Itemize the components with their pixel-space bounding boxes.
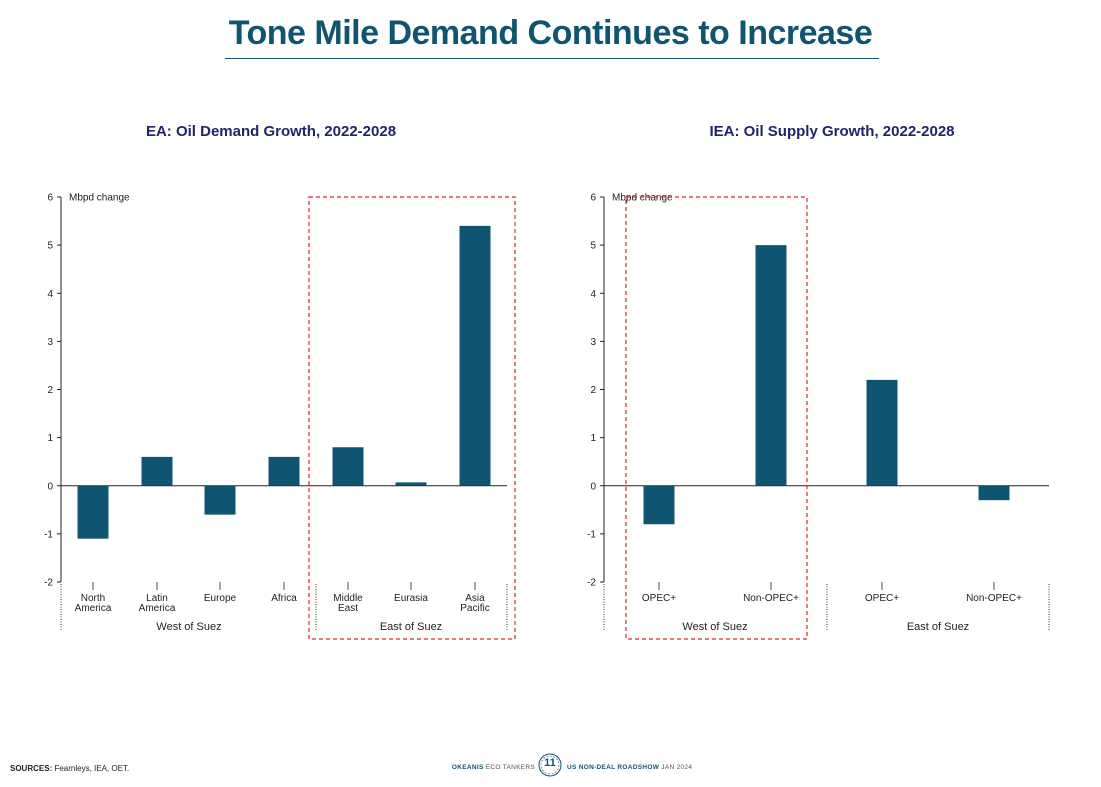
page-title: Tone Mile Demand Continues to Increase: [228, 14, 873, 52]
demand-y-tick-label: 2: [47, 385, 53, 396]
demand-y-tick-label: 3: [47, 337, 53, 348]
footer-company: OKEANIS ECO TANKERS: [452, 764, 535, 771]
title-underline: [225, 58, 879, 59]
demand-y-tick-label: 6: [47, 193, 53, 204]
supply-category-label: Non-OPEC+: [743, 593, 799, 604]
supply-category-label: OPEC+: [865, 593, 899, 604]
footer-center: OKEANIS ECO TANKERS 11 US NON-DEAL ROADS…: [0, 752, 1101, 780]
supply-y-tick-label: -2: [587, 578, 596, 589]
supply-bar: [866, 379, 898, 486]
demand-category-label: Asia Pacific: [460, 593, 489, 614]
demand-chart-title: EA: Oil Demand Growth, 2022-2028: [146, 123, 396, 140]
supply-highlight-box: [625, 196, 808, 640]
event-brand: US NON-DEAL ROADSHOW: [567, 764, 660, 771]
company-brand: OKEANIS: [451, 764, 484, 771]
demand-highlight-box: [308, 196, 516, 640]
supply-bar: [978, 485, 1010, 501]
demand-bar: [141, 456, 173, 486]
page-badge-icon: [538, 753, 562, 777]
supply-group-label: East of Suez: [907, 621, 969, 633]
demand-group-label: West of Suez: [156, 621, 221, 633]
supply-y-tick-label: 1: [590, 433, 596, 444]
footer-sources: SOURCES: Fearnleys, IEA, OET.: [10, 764, 129, 773]
demand-chart: EA: Oil Demand Growth, 2022-2028 -2 -1 0 1 2 3…: [44, 123, 516, 640]
supply-group-label: West of Suez: [682, 621, 747, 633]
supply-chart-title: IEA: Oil Supply Growth, 2022-2028: [709, 123, 954, 140]
supply-y-tick-label: 5: [590, 241, 596, 252]
supply-y-tick-label: 2: [590, 385, 596, 396]
supply-y-tick-label: 4: [590, 289, 596, 300]
demand-category-label: Eurasia: [394, 593, 428, 604]
demand-bar: [204, 485, 236, 515]
supply-category-label: Non-OPEC+: [966, 593, 1022, 604]
supply-y-tick-label: 3: [590, 337, 596, 348]
demand-y-tick-label: -1: [44, 529, 53, 540]
demand-bar: [459, 225, 491, 486]
demand-category-label: North America: [75, 593, 112, 614]
demand-y-tick-label: 1: [47, 433, 53, 444]
demand-y-axis-label: Mbpd change: [69, 193, 130, 204]
demand-y-tick-label: 4: [47, 289, 53, 300]
demand-category-label: Middle East: [333, 593, 363, 614]
demand-category-label: Europe: [204, 593, 237, 604]
demand-y-tick-label: 5: [47, 241, 53, 252]
demand-category-label: Latin America: [139, 593, 176, 614]
demand-y-tick-label: -2: [44, 578, 53, 589]
demand-bar: [332, 447, 364, 486]
supply-bar: [643, 485, 675, 525]
supply-category-label: OPEC+: [642, 593, 676, 604]
footer-event: US NON-DEAL ROADSHOW JAN 2024: [567, 764, 692, 771]
demand-group-label: East of Suez: [380, 621, 442, 633]
demand-bar: [77, 485, 109, 539]
demand-bar: [268, 456, 300, 486]
demand-bar: [395, 482, 427, 486]
demand-y-tick-label: 0: [47, 481, 53, 492]
supply-y-tick-label: 6: [590, 193, 596, 204]
demand-category-label: Africa: [271, 593, 297, 604]
page-number: 11: [544, 757, 556, 769]
sources-label: SOURCES:: [10, 764, 53, 773]
supply-chart: IEA: Oil Supply Growth, 2022-2028 -2 -1 0 1 2…: [587, 123, 1050, 640]
supply-bar: [755, 245, 787, 486]
company-rest: ECO TANKERS: [485, 764, 535, 771]
sources-text: Fearnleys, IEA, OET.: [54, 764, 130, 773]
supply-y-tick-label: 0: [590, 481, 596, 492]
supply-y-axis-label: Mbpd change: [612, 193, 673, 204]
event-date: JAN 2024: [661, 764, 693, 771]
supply-y-tick-label: -1: [587, 529, 596, 540]
